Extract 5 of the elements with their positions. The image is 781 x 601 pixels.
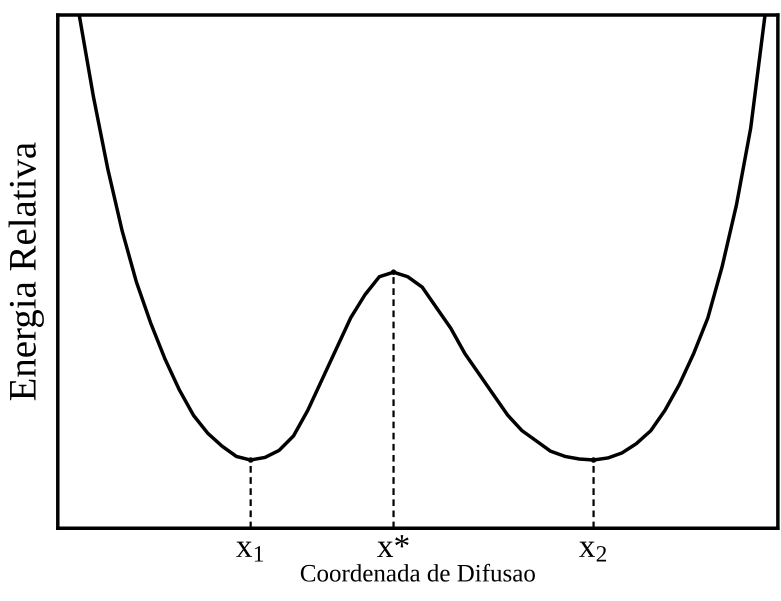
y-axis-title: Energia Relativa: [8, 142, 44, 400]
x-tick-label: x*: [377, 535, 409, 557]
x-axis-title: Coordenada de Difusao: [300, 564, 535, 582]
x-tick-label: x$_{2}$: [579, 542, 606, 562]
x-tick-label: x$_{1}$: [236, 542, 264, 562]
